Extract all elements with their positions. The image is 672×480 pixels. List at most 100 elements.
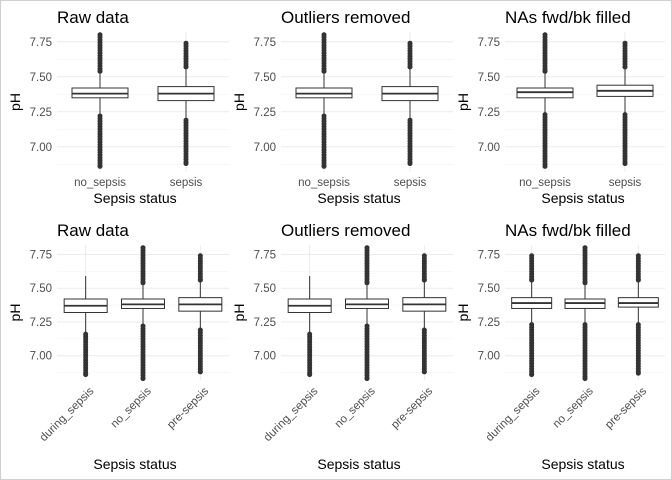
x-tick-label: no_sepsis (551, 385, 596, 430)
outlier-point-low (421, 369, 427, 375)
panel-4: 7.00 7.25 7.50 7.75 during_sepsis no_sepsis pr… (7, 221, 229, 472)
panel-1: 7.00 7.25 7.50 7.75 no_sepsis sepsis Raw data S… (7, 8, 229, 206)
x-axis-label: Sepsis status (93, 456, 176, 472)
x-axis-label: Sepsis status (317, 190, 400, 206)
y-tick-label: 7.00 (254, 142, 276, 154)
outlier-point-low (83, 372, 89, 378)
y-tick-label: 7.75 (30, 249, 52, 261)
panel-title: Raw data (57, 221, 129, 240)
outlier-point-low (529, 372, 535, 378)
x-axis-label: Sepsis status (93, 190, 176, 206)
outlier-point-low (622, 161, 628, 167)
outlier-point-high (140, 280, 146, 286)
x-tick-label: no_sepsis (298, 177, 350, 189)
panel-title: NAs fwd/bk filled (505, 221, 631, 240)
outlier-point-low (140, 376, 146, 382)
x-tick-label: during_sepsis (262, 385, 321, 444)
y-tick-label: 7.75 (254, 249, 276, 261)
y-tick-label: 7.25 (254, 317, 276, 329)
x-tick-label: no_sepsis (519, 177, 571, 189)
y-tick-label: 7.50 (30, 283, 52, 295)
y-tick-label: 7.00 (254, 351, 276, 363)
boxplot-pre-sepsis (402, 253, 447, 375)
boxplot-no_sepsis (345, 245, 389, 382)
outlier-point-low (407, 161, 413, 167)
boxplot-during_sepsis (287, 276, 332, 378)
y-tick-label: 7.25 (30, 107, 52, 119)
y-tick-label: 7.50 (30, 72, 52, 84)
y-tick-label: 7.75 (254, 37, 276, 49)
y-tick-label: 7.50 (478, 72, 500, 84)
y-tick-label: 7.75 (478, 37, 500, 49)
boxplot-no_sepsis (71, 32, 129, 169)
y-tick-label: 7.50 (254, 283, 276, 295)
boxplot-sepsis (381, 40, 439, 167)
y-tick-label: 7.50 (478, 283, 500, 295)
x-tick-label: during_sepsis (38, 385, 97, 444)
outlier-point-low (183, 161, 189, 167)
y-tick-label: 7.25 (30, 317, 52, 329)
panel-5: 7.00 7.25 7.50 7.75 during_sepsis no_sepsis pr… (231, 221, 453, 472)
x-tick-label: pre-sepsis (389, 385, 435, 431)
outlier-point-low (542, 163, 548, 169)
boxplot-pre-sepsis (178, 253, 223, 375)
y-tick-label: 7.25 (254, 107, 276, 119)
y-tick-label: 7.75 (478, 249, 500, 261)
x-tick-label: sepsis (394, 177, 427, 189)
outlier-point-low (321, 163, 327, 169)
panel-title: NAs fwd/bk filled (505, 8, 631, 27)
x-axis-label: Sepsis status (317, 456, 400, 472)
y-axis-label: pH (231, 93, 247, 111)
y-tick-label: 7.00 (30, 142, 52, 154)
outlier-point-high (622, 64, 628, 70)
boxplot-during_sepsis (511, 253, 553, 378)
x-tick-label: no_sepsis (74, 177, 126, 189)
outlier-point-high (364, 280, 370, 286)
outlier-point-low (364, 376, 370, 382)
y-tick-label: 7.00 (30, 351, 52, 363)
panel-2: 7.00 7.25 7.50 7.75 no_sepsis sepsis Outliers … (231, 8, 453, 206)
y-tick-label: 7.25 (478, 107, 500, 119)
boxplot-sepsis (157, 40, 215, 167)
outlier-point-low (635, 370, 641, 376)
outlier-point-low (97, 163, 103, 169)
outlier-point-high (421, 277, 427, 283)
outlier-point-high (542, 68, 548, 74)
y-tick-label: 7.00 (478, 351, 500, 363)
panel-6: 7.00 7.25 7.50 7.75 during_sepsis no_sepsis pr… (455, 221, 665, 472)
outlier-point-high (183, 64, 189, 70)
outlier-point-high (407, 64, 413, 70)
outlier-point-low (582, 376, 588, 382)
y-axis-label: pH (231, 304, 247, 322)
boxplot-sepsis (596, 40, 654, 167)
outlier-point-low (307, 372, 313, 378)
x-tick-label: pre-sepsis (603, 385, 649, 431)
outlier-point-high (635, 277, 641, 283)
y-tick-label: 7.75 (30, 37, 52, 49)
panel-title: Outliers removed (281, 221, 410, 240)
boxplot-no_sepsis (121, 245, 165, 382)
boxplot-pre-sepsis (617, 253, 659, 376)
panel-3: 7.00 7.25 7.50 7.75 no_sepsis sepsis NAs fwd/b… (455, 8, 665, 206)
boxplot-during_sepsis (63, 276, 108, 378)
outlier-point-high (321, 68, 327, 74)
outlier-point-low (197, 369, 203, 375)
x-tick-label: during_sepsis (484, 385, 543, 444)
x-tick-label: pre-sepsis (165, 385, 211, 431)
y-axis-label: pH (7, 304, 23, 322)
boxplot-no_sepsis (295, 32, 353, 169)
y-tick-label: 7.50 (254, 72, 276, 84)
outlier-point-high (97, 68, 103, 74)
panel-title: Outliers removed (281, 8, 410, 27)
outlier-point-high (529, 277, 535, 283)
boxplot-no_sepsis (564, 245, 606, 382)
y-axis-label: pH (455, 304, 471, 322)
x-axis-label: Sepsis status (541, 456, 624, 472)
y-tick-label: 7.25 (478, 317, 500, 329)
y-axis-label: pH (7, 93, 23, 111)
outlier-point-high (582, 280, 588, 286)
outlier-point-high (197, 277, 203, 283)
y-tick-label: 7.00 (478, 142, 500, 154)
